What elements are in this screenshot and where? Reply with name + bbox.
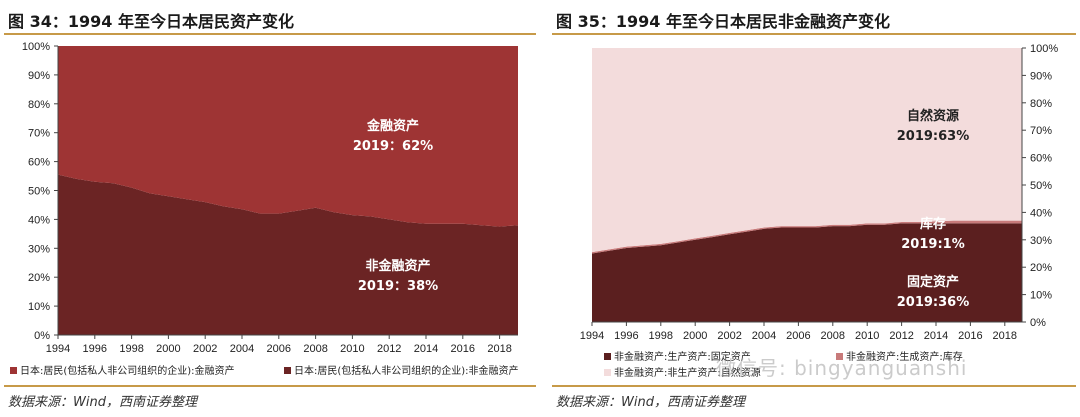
area-series-2	[58, 46, 518, 227]
legend-label: 非金融资产:非生产资产:自然资源	[614, 366, 761, 379]
area-series-1	[592, 223, 1022, 322]
chart-right-svg: 0% 10% 20% 30% 40% 50% 60% 70% 80% 90% 100% 1994 199…	[580, 43, 1059, 379]
y-tick-label: 10%	[1030, 290, 1052, 302]
x-tick-label: 2008	[303, 343, 327, 355]
y-tick-label: 60%	[1030, 153, 1052, 165]
annotation-value: 2019:63%	[897, 129, 970, 144]
x-tick-label: 2014	[924, 330, 948, 342]
legend-label: 非金融资产:生成资产:库存	[846, 350, 963, 363]
x-tick-label: 2012	[377, 343, 401, 355]
x-tick-label: 2016	[451, 343, 475, 355]
y-tick-label: 20%	[28, 272, 50, 284]
x-tick-label: 2004	[230, 343, 254, 355]
x-tick-label: 2016	[958, 330, 982, 342]
y-tick-label: 80%	[1030, 98, 1052, 110]
annotation-label: 固定资产	[907, 274, 959, 290]
y-tick-label: 70%	[28, 128, 50, 140]
source-divider	[552, 385, 1076, 387]
watermark: 微信号: bingyanguanshi	[716, 356, 968, 380]
annotation-value: 2019:1%	[901, 237, 964, 252]
x-tick-label: 2004	[752, 330, 776, 342]
legend-swatch	[836, 353, 843, 360]
x-tick-label: 2018	[993, 330, 1017, 342]
x-tick-label: 1996	[614, 330, 638, 342]
chart-panel-right: 图 35：1994 年至今日本居民非金融资产变化 0% 10% 20% 30% 40% 5…	[548, 0, 1080, 417]
y-tick-label: 40%	[28, 214, 50, 226]
y-tick-label: 90%	[1030, 70, 1052, 82]
legend-swatch	[604, 369, 611, 376]
y-tick-label: 40%	[1030, 207, 1052, 219]
y-tick-label: 100%	[1030, 43, 1058, 55]
x-tick-label: 1998	[649, 330, 673, 342]
y-tick-label: 30%	[28, 243, 50, 255]
chart-source: 数据来源：Wind，西南证券整理	[8, 395, 197, 410]
chart-source: 数据来源：Wind，西南证券整理	[556, 395, 745, 410]
x-tick-label: 2012	[889, 330, 913, 342]
annotation-value: 2019：38%	[358, 279, 438, 294]
y-tick-label: 30%	[1030, 235, 1052, 247]
y-tick-label: 0%	[34, 330, 50, 342]
y-tick-label: 50%	[28, 186, 50, 198]
chart-title: 图 35：1994 年至今日本居民非金融资产变化	[556, 12, 890, 31]
y-tick-label: 0%	[1030, 317, 1046, 329]
y-tick-label: 100%	[22, 41, 50, 53]
annotation-value: 2019:36%	[897, 295, 970, 310]
chart-panel-left: 图 34：1994 年至今日本居民资产变化 0% 10% 20% 30% 40% 50% 6…	[4, 12, 536, 410]
x-tick-label: 1994	[580, 330, 604, 342]
x-tick-label: 2002	[193, 343, 217, 355]
x-tick-label: 1996	[83, 343, 107, 355]
area-series-2	[592, 220, 1022, 254]
y-tick-label: 80%	[28, 99, 50, 111]
y-tick-label: 60%	[28, 157, 50, 169]
legend-label: 日本:居民(包括私人非公司组织的企业):非金融资产	[294, 364, 519, 377]
x-tick-label: 2010	[340, 343, 364, 355]
annotation-label: 自然资源	[907, 108, 959, 124]
x-tick-label: 1998	[119, 343, 143, 355]
y-tick-label: 90%	[28, 70, 50, 82]
y-tick-label: 70%	[1030, 125, 1052, 137]
annotation-label: 金融资产	[366, 118, 419, 134]
legend-label: 日本:居民(包括私人非公司组织的企业):金融资产	[20, 364, 235, 377]
annotation-value: 2019：62%	[353, 139, 433, 154]
x-tick-label: 2006	[786, 330, 810, 342]
legend-label: 非金融资产:生产资产:固定资产	[614, 350, 751, 363]
title-divider	[4, 33, 536, 35]
x-tick-label: 2006	[267, 343, 291, 355]
x-tick-label: 2000	[683, 330, 707, 342]
x-tick-label: 2008	[821, 330, 845, 342]
legend-swatch	[10, 367, 17, 374]
annotation-label: 非金融资产	[365, 258, 430, 274]
x-tick-label: 2010	[855, 330, 879, 342]
title-divider	[552, 33, 1076, 35]
annotation-label: 库存	[920, 216, 946, 232]
chart-title: 图 34：1994 年至今日本居民资产变化	[8, 12, 294, 31]
source-divider	[4, 385, 536, 387]
legend-swatch	[284, 367, 291, 374]
x-tick-label: 2000	[156, 343, 180, 355]
area-series-1	[58, 174, 518, 335]
x-tick-label: 2002	[717, 330, 741, 342]
y-tick-label: 20%	[1030, 262, 1052, 274]
chart-left-svg: 0% 10% 20% 30% 40% 50% 60% 70% 80% 90% 100% 1994 199…	[10, 41, 519, 377]
legend-swatch	[604, 353, 611, 360]
area-series-3	[592, 48, 1022, 253]
x-tick-label: 2018	[487, 343, 511, 355]
y-tick-label: 50%	[1030, 180, 1052, 192]
x-tick-label: 2014	[414, 343, 438, 355]
x-tick-label: 1994	[46, 343, 70, 355]
y-tick-label: 10%	[28, 301, 50, 313]
